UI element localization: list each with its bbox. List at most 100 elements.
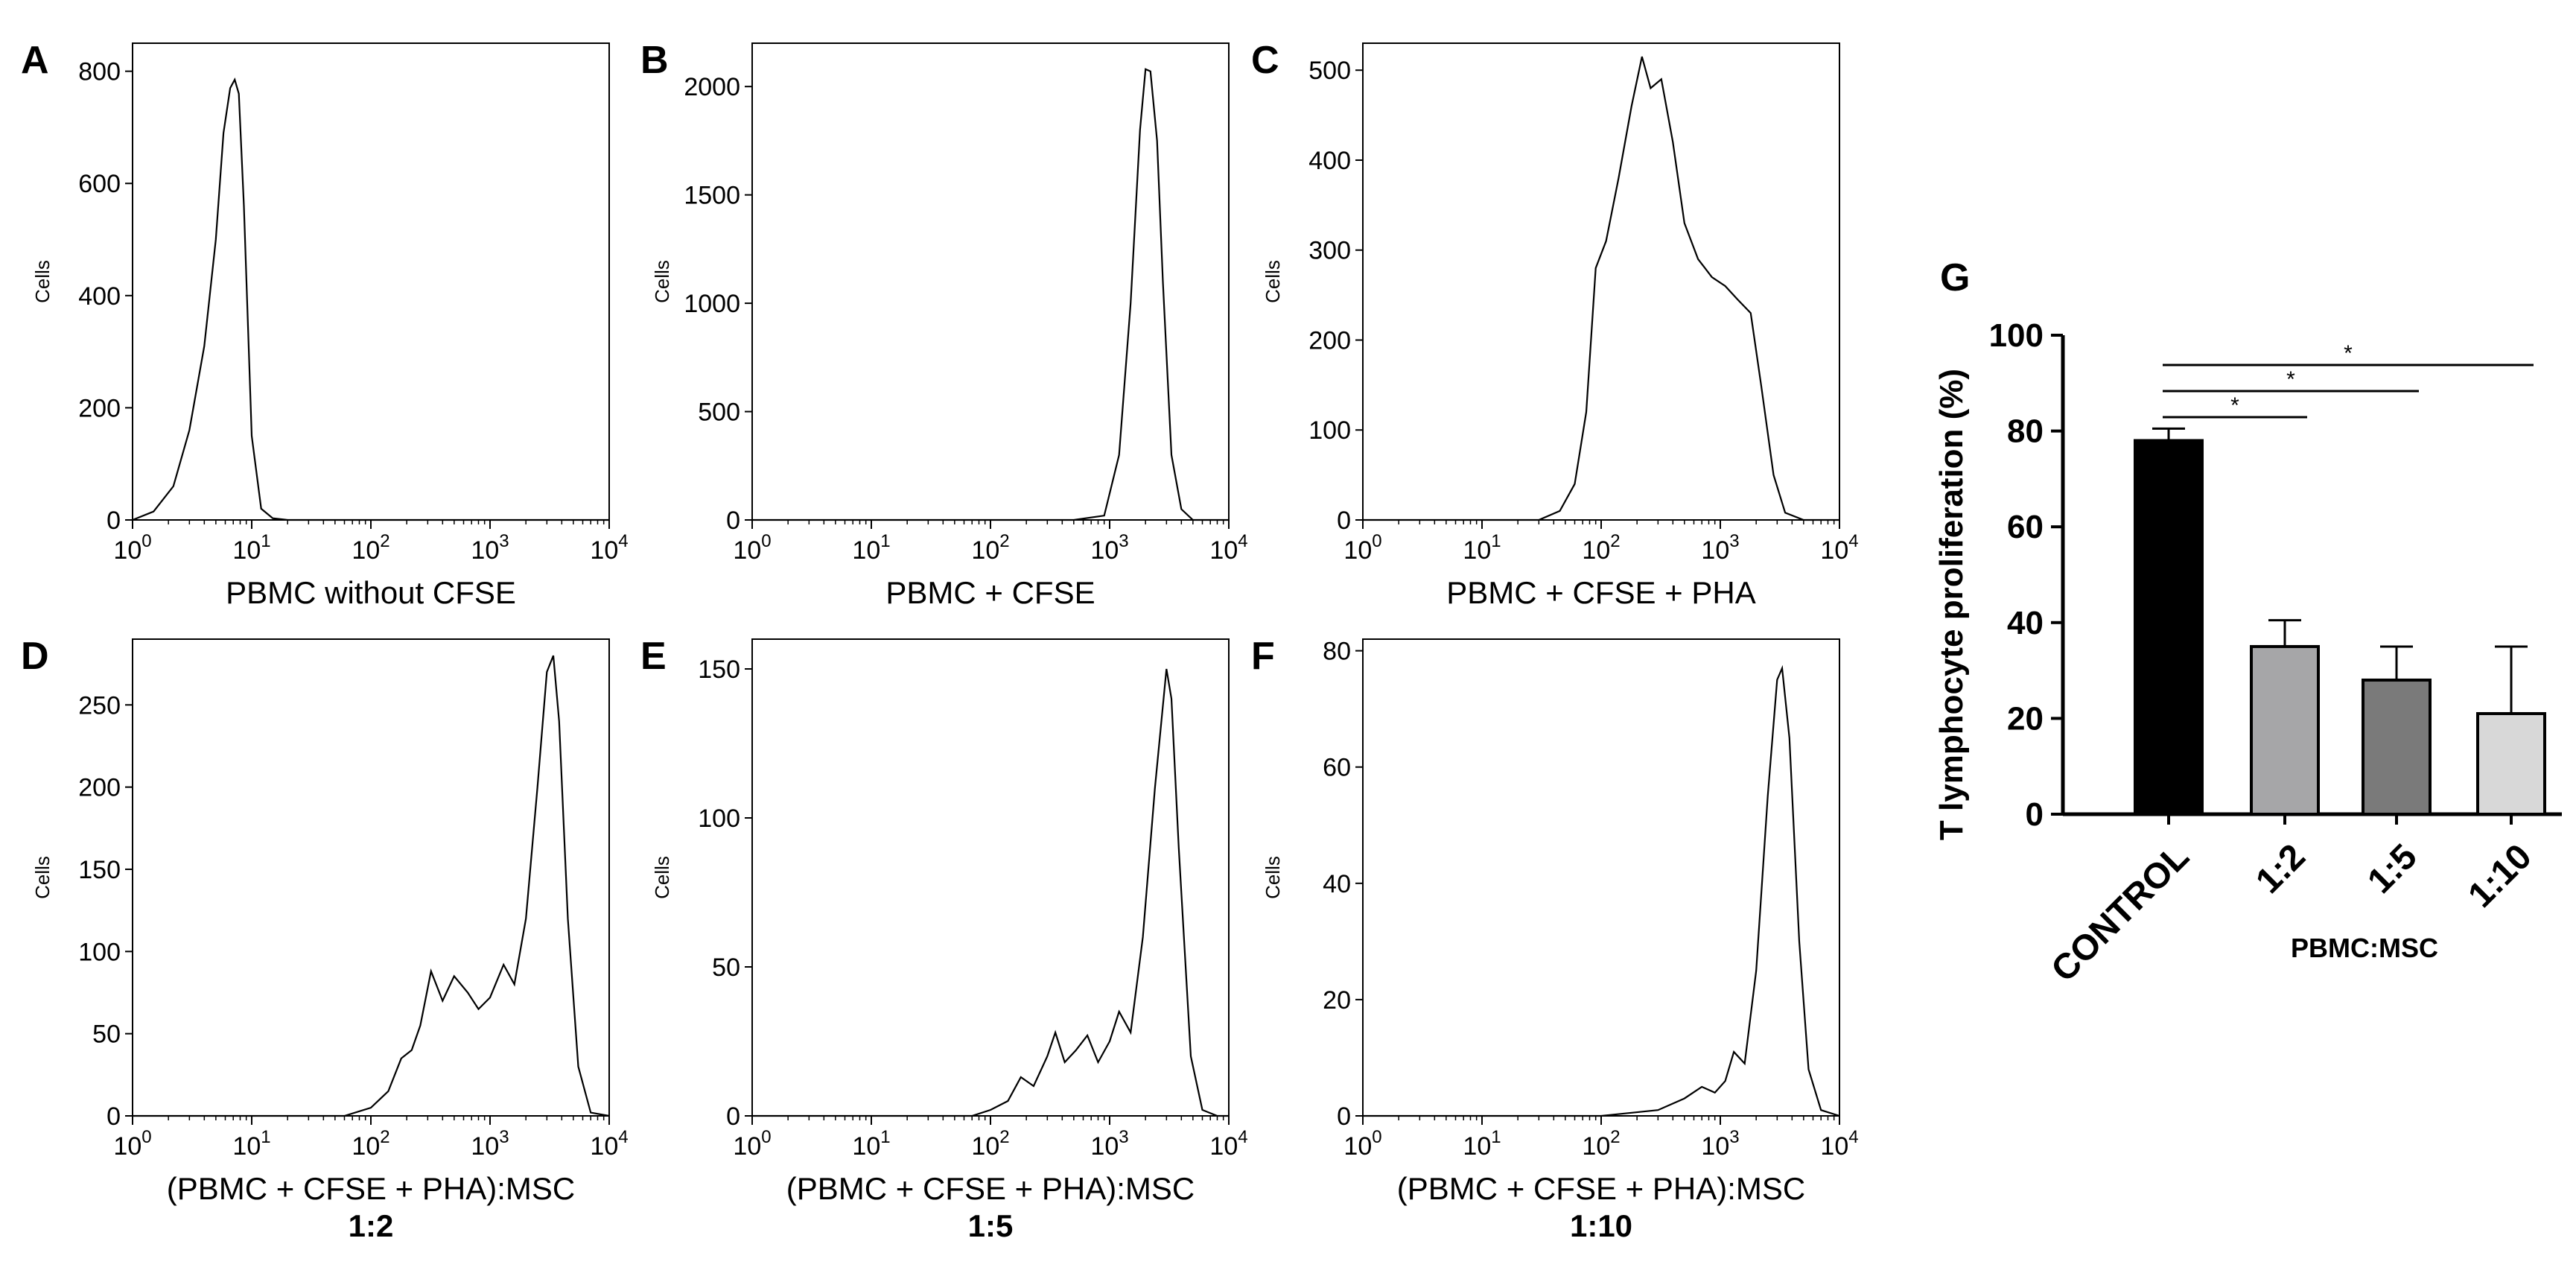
y-tick-label: 20 [1323, 986, 1351, 1015]
y-tick-label: 20 [2007, 700, 2044, 737]
x-tick-label: 101 [1463, 1127, 1501, 1161]
x-tick-label: 102 [1582, 531, 1620, 565]
y-tick-label: 1500 [684, 182, 740, 210]
significance-star: * [2230, 393, 2239, 418]
y-tick-label: 80 [1323, 638, 1351, 666]
y-tick-label: 100 [698, 805, 740, 833]
x-axis-label: PBMC + CFSE + PHA [1446, 575, 1755, 610]
x-tick-label: 102 [971, 531, 1009, 565]
x-tick-label: 104 [1820, 531, 1858, 565]
y-tick-label: 0 [106, 1102, 121, 1131]
panel-A: 0 200 400 600 800 100 101 102 103 104 Cells PBMC wi… [21, 39, 629, 610]
y-tick-label: 600 [78, 170, 121, 198]
y-axis-label: Cells [31, 856, 54, 899]
x-tick-label: 101 [852, 1127, 890, 1161]
panel-label: E [640, 635, 667, 678]
panel-D: 0 50 100 150 200 250 100 101 102 103 104 Cells (PBMC… [21, 635, 629, 1243]
x-tick-label: 100 [1343, 1127, 1381, 1161]
category-label: 1:2 [2248, 837, 2313, 901]
x-tick-label: 104 [590, 1127, 628, 1161]
panel-F: 0 20 40 60 80 100 101 102 103 104 Cells (PBMC + CFS… [1251, 635, 1859, 1243]
y-tick-label: 800 [78, 58, 121, 86]
x-axis-label: (PBMC + CFSE + PHA):MSC [786, 1171, 1195, 1206]
x-axis-sublabel: 1:5 [968, 1208, 1014, 1243]
x-tick-label: 102 [352, 1127, 389, 1161]
bar [2250, 644, 2320, 816]
y-tick-label: 100 [1989, 317, 2044, 354]
bar [2134, 439, 2204, 816]
panel-label: F [1251, 635, 1275, 678]
x-tick-label: 102 [1582, 1127, 1620, 1161]
x-tick-label: 104 [1209, 531, 1247, 565]
y-axis-label: Cells [651, 856, 673, 899]
x-tick-label: 100 [1343, 531, 1381, 565]
y-tick-label: 80 [2007, 413, 2044, 450]
y-axis-label: Cells [1262, 856, 1284, 899]
bar [2362, 678, 2432, 816]
y-tick-label: 0 [106, 507, 121, 535]
x-tick-label: 104 [1820, 1127, 1858, 1161]
y-tick-label: 300 [1308, 237, 1351, 265]
y-axis-label: Cells [1262, 260, 1284, 303]
plot-frame [751, 42, 1230, 521]
category-label: CONTROL [2044, 837, 2196, 989]
y-tick-label: 200 [78, 394, 121, 422]
panel-label: G [1940, 256, 1970, 299]
x-tick-label: 103 [1090, 531, 1128, 565]
y-tick-label: 60 [2007, 509, 2044, 545]
plot-frame [1362, 42, 1840, 521]
y-tick-label: 0 [1337, 507, 1351, 535]
x-tick-label: 100 [733, 1127, 771, 1161]
y-tick-label: 200 [78, 774, 121, 802]
y-tick-label: 0 [1337, 1102, 1351, 1131]
y-axis-label: Cells [651, 260, 673, 303]
x-tick-label: 100 [733, 531, 771, 565]
plot-frame [751, 638, 1230, 1117]
panel-B: 0 500 1000 1500 2000 100 101 102 103 104 Cells PBMC… [640, 39, 1248, 610]
histogram-line [1363, 664, 1840, 1117]
x-tick-label: 100 [113, 531, 151, 565]
x-tick-label: 104 [1209, 1127, 1247, 1161]
plot-frame [132, 42, 610, 521]
x-tick-label: 103 [1701, 1127, 1739, 1161]
category-label: 1:10 [2461, 837, 2539, 915]
y-tick-label: 400 [1308, 147, 1351, 175]
panel-label: B [640, 39, 669, 82]
panel-E: 0 50 100 150 100 101 102 103 104 Cells (PBMC + CFS… [640, 635, 1248, 1243]
plot-frame [132, 638, 610, 1117]
y-axis-label: Cells [31, 260, 54, 303]
plot-frame [1362, 638, 1840, 1117]
y-tick-label: 60 [1323, 754, 1351, 782]
category-label: 1:5 [2360, 837, 2425, 901]
histogram-line [752, 668, 1229, 1117]
y-tick-label: 100 [78, 938, 121, 966]
x-axis-label: PBMC:MSC [2291, 933, 2438, 963]
y-tick-label: 500 [1308, 57, 1351, 85]
bar [2476, 711, 2546, 816]
y-tick-label: 40 [2007, 605, 2044, 641]
y-tick-label: 150 [78, 856, 121, 884]
y-tick-label: 40 [1323, 870, 1351, 898]
y-tick-label: 250 [78, 691, 121, 720]
x-tick-label: 103 [1701, 531, 1739, 565]
panel-G: 0 20 40 60 80 100 T lymphocyte proliferation (… [1933, 256, 2562, 990]
y-tick-label: 400 [78, 282, 121, 311]
significance-star: * [2344, 341, 2353, 366]
x-tick-label: 104 [590, 531, 628, 565]
x-axis-label: (PBMC + CFSE + PHA):MSC [167, 1171, 575, 1206]
x-tick-label: 100 [113, 1127, 151, 1161]
x-tick-label: 101 [852, 531, 890, 565]
x-axis-label: PBMC without CFSE [226, 575, 516, 610]
histogram-line [1363, 56, 1839, 521]
y-tick-label: 0 [726, 507, 740, 535]
y-tick-label: 150 [698, 656, 740, 684]
y-tick-label: 100 [1308, 416, 1351, 445]
y-tick-label: 0 [726, 1102, 740, 1131]
histogram-line [132, 77, 609, 521]
x-tick-label: 101 [232, 1127, 270, 1161]
x-tick-label: 103 [471, 531, 509, 565]
histogram-line [133, 655, 610, 1117]
panel-label: A [21, 39, 49, 82]
x-axis-sublabel: 1:10 [1570, 1208, 1632, 1243]
